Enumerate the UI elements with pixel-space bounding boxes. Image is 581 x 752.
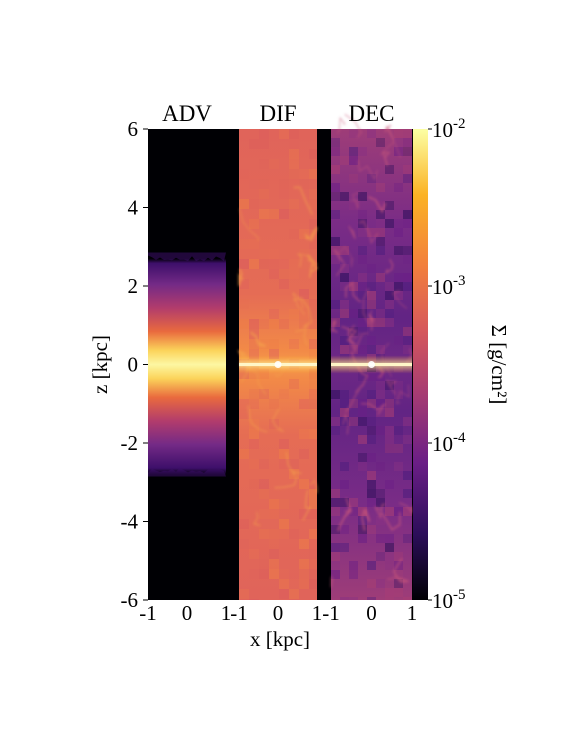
x-tick-label: 0 xyxy=(366,601,377,625)
y-tick-label: -4 xyxy=(121,510,139,534)
colorbar-tick-label: 10-2 xyxy=(432,116,466,142)
colorbar-label: Σ [g/cm²] xyxy=(487,325,511,405)
x-tick-label: -1 xyxy=(230,601,248,625)
y-tick-label: 6 xyxy=(128,117,139,141)
x-tick-label: 1 xyxy=(312,601,323,625)
x-tick-label: 1 xyxy=(407,601,418,625)
panel-adv xyxy=(148,129,226,600)
panel-dif xyxy=(237,129,319,600)
y-tick-label: -2 xyxy=(121,431,139,455)
x-tick-label: 0 xyxy=(182,601,193,625)
y-tick-label: -6 xyxy=(121,588,139,612)
panel-title-dif: DIF xyxy=(259,101,296,126)
x-axis-label: x [kpc] xyxy=(250,627,310,651)
y-tick-label: 0 xyxy=(128,353,139,377)
panel-title-dec: DEC xyxy=(349,101,395,126)
colorbar-tick-label: 10-5 xyxy=(432,587,466,613)
y-tick-label: 2 xyxy=(128,274,139,298)
x-tick-label: -1 xyxy=(322,601,340,625)
panel-dif-center-knot xyxy=(274,361,282,368)
y-axis-label: z [kpc] xyxy=(88,335,112,394)
panel-dif-texture xyxy=(237,129,319,600)
colorbar-tick-label: 10-3 xyxy=(432,273,466,299)
panel-title-adv: ADV xyxy=(162,101,212,126)
x-tick-label: 0 xyxy=(273,601,284,625)
y-tick-label: 4 xyxy=(128,196,139,220)
colorbar-tick-label: 10-4 xyxy=(432,430,466,456)
x-tick-label: 1 xyxy=(221,601,232,625)
adv-halo-edge-top xyxy=(148,252,226,262)
adv-halo-edge-bottom xyxy=(148,467,226,477)
panel-adv-image xyxy=(148,129,226,600)
colorbar xyxy=(413,129,428,600)
panel-dec xyxy=(330,113,413,600)
panel-dec-center-knot xyxy=(368,361,375,368)
x-tick-label: -1 xyxy=(139,601,157,625)
